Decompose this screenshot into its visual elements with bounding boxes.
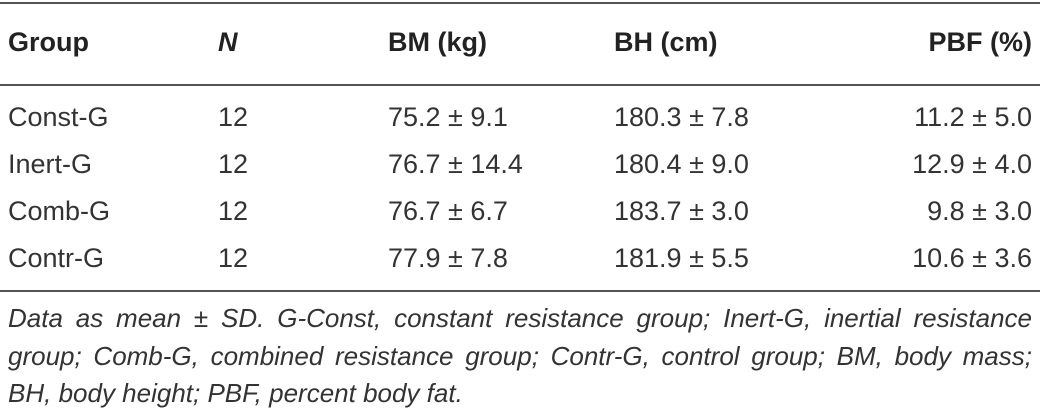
table-footnote: Data as mean ± SD. G-Const, constant res… xyxy=(8,303,1032,408)
cell-pbf: 11.2 ± 5.0 xyxy=(914,102,1032,132)
table-row: Const-G 12 75.2 ± 9.1 180.3 ± 7.8 11.2 ±… xyxy=(0,84,1040,141)
top-rule xyxy=(0,2,1040,4)
cell-bm: 76.7 ± 6.7 xyxy=(388,196,508,226)
cell-group: Const-G xyxy=(8,102,109,132)
cell-bm: 77.9 ± 7.8 xyxy=(388,243,508,273)
cell-bh: 180.3 ± 7.8 xyxy=(614,102,749,132)
header-group: Group xyxy=(8,26,89,57)
cell-bm: 75.2 ± 9.1 xyxy=(388,102,508,132)
data-table: Group N BM (kg) BH (cm) PBF (%) Const-G … xyxy=(0,0,1040,282)
header-n: N xyxy=(218,26,238,57)
cell-n: 12 xyxy=(218,196,249,226)
bottom-rule xyxy=(0,290,1040,292)
header-bh: BH (cm) xyxy=(614,26,718,57)
table-row: Contr-G 12 77.9 ± 7.8 181.9 ± 5.5 10.6 ±… xyxy=(0,235,1040,282)
header-bm: BM (kg) xyxy=(388,26,487,57)
table-row: Comb-G 12 76.7 ± 6.7 183.7 ± 3.0 9.8 ± 3… xyxy=(0,188,1040,235)
header-pbf: PBF (%) xyxy=(928,26,1033,57)
header-row: Group N BM (kg) BH (cm) PBF (%) xyxy=(0,0,1040,84)
cell-group: Contr-G xyxy=(8,243,105,273)
cell-n: 12 xyxy=(218,149,249,179)
cell-group: Comb-G xyxy=(8,196,111,226)
table-row: Inert-G 12 76.7 ± 14.4 180.4 ± 9.0 12.9 … xyxy=(0,141,1040,188)
cell-n: 12 xyxy=(218,102,249,132)
cell-bh: 183.7 ± 3.0 xyxy=(614,196,749,226)
header-rule xyxy=(0,84,1040,86)
cell-pbf: 12.9 ± 4.0 xyxy=(912,149,1032,179)
cell-pbf: 9.8 ± 3.0 xyxy=(927,196,1032,226)
cell-group: Inert-G xyxy=(8,149,93,179)
cell-bh: 181.9 ± 5.5 xyxy=(614,243,749,273)
cell-pbf: 10.6 ± 3.6 xyxy=(912,243,1032,273)
cell-bh: 180.4 ± 9.0 xyxy=(614,149,749,179)
cell-n: 12 xyxy=(218,243,249,273)
cell-bm: 76.7 ± 14.4 xyxy=(388,149,523,179)
